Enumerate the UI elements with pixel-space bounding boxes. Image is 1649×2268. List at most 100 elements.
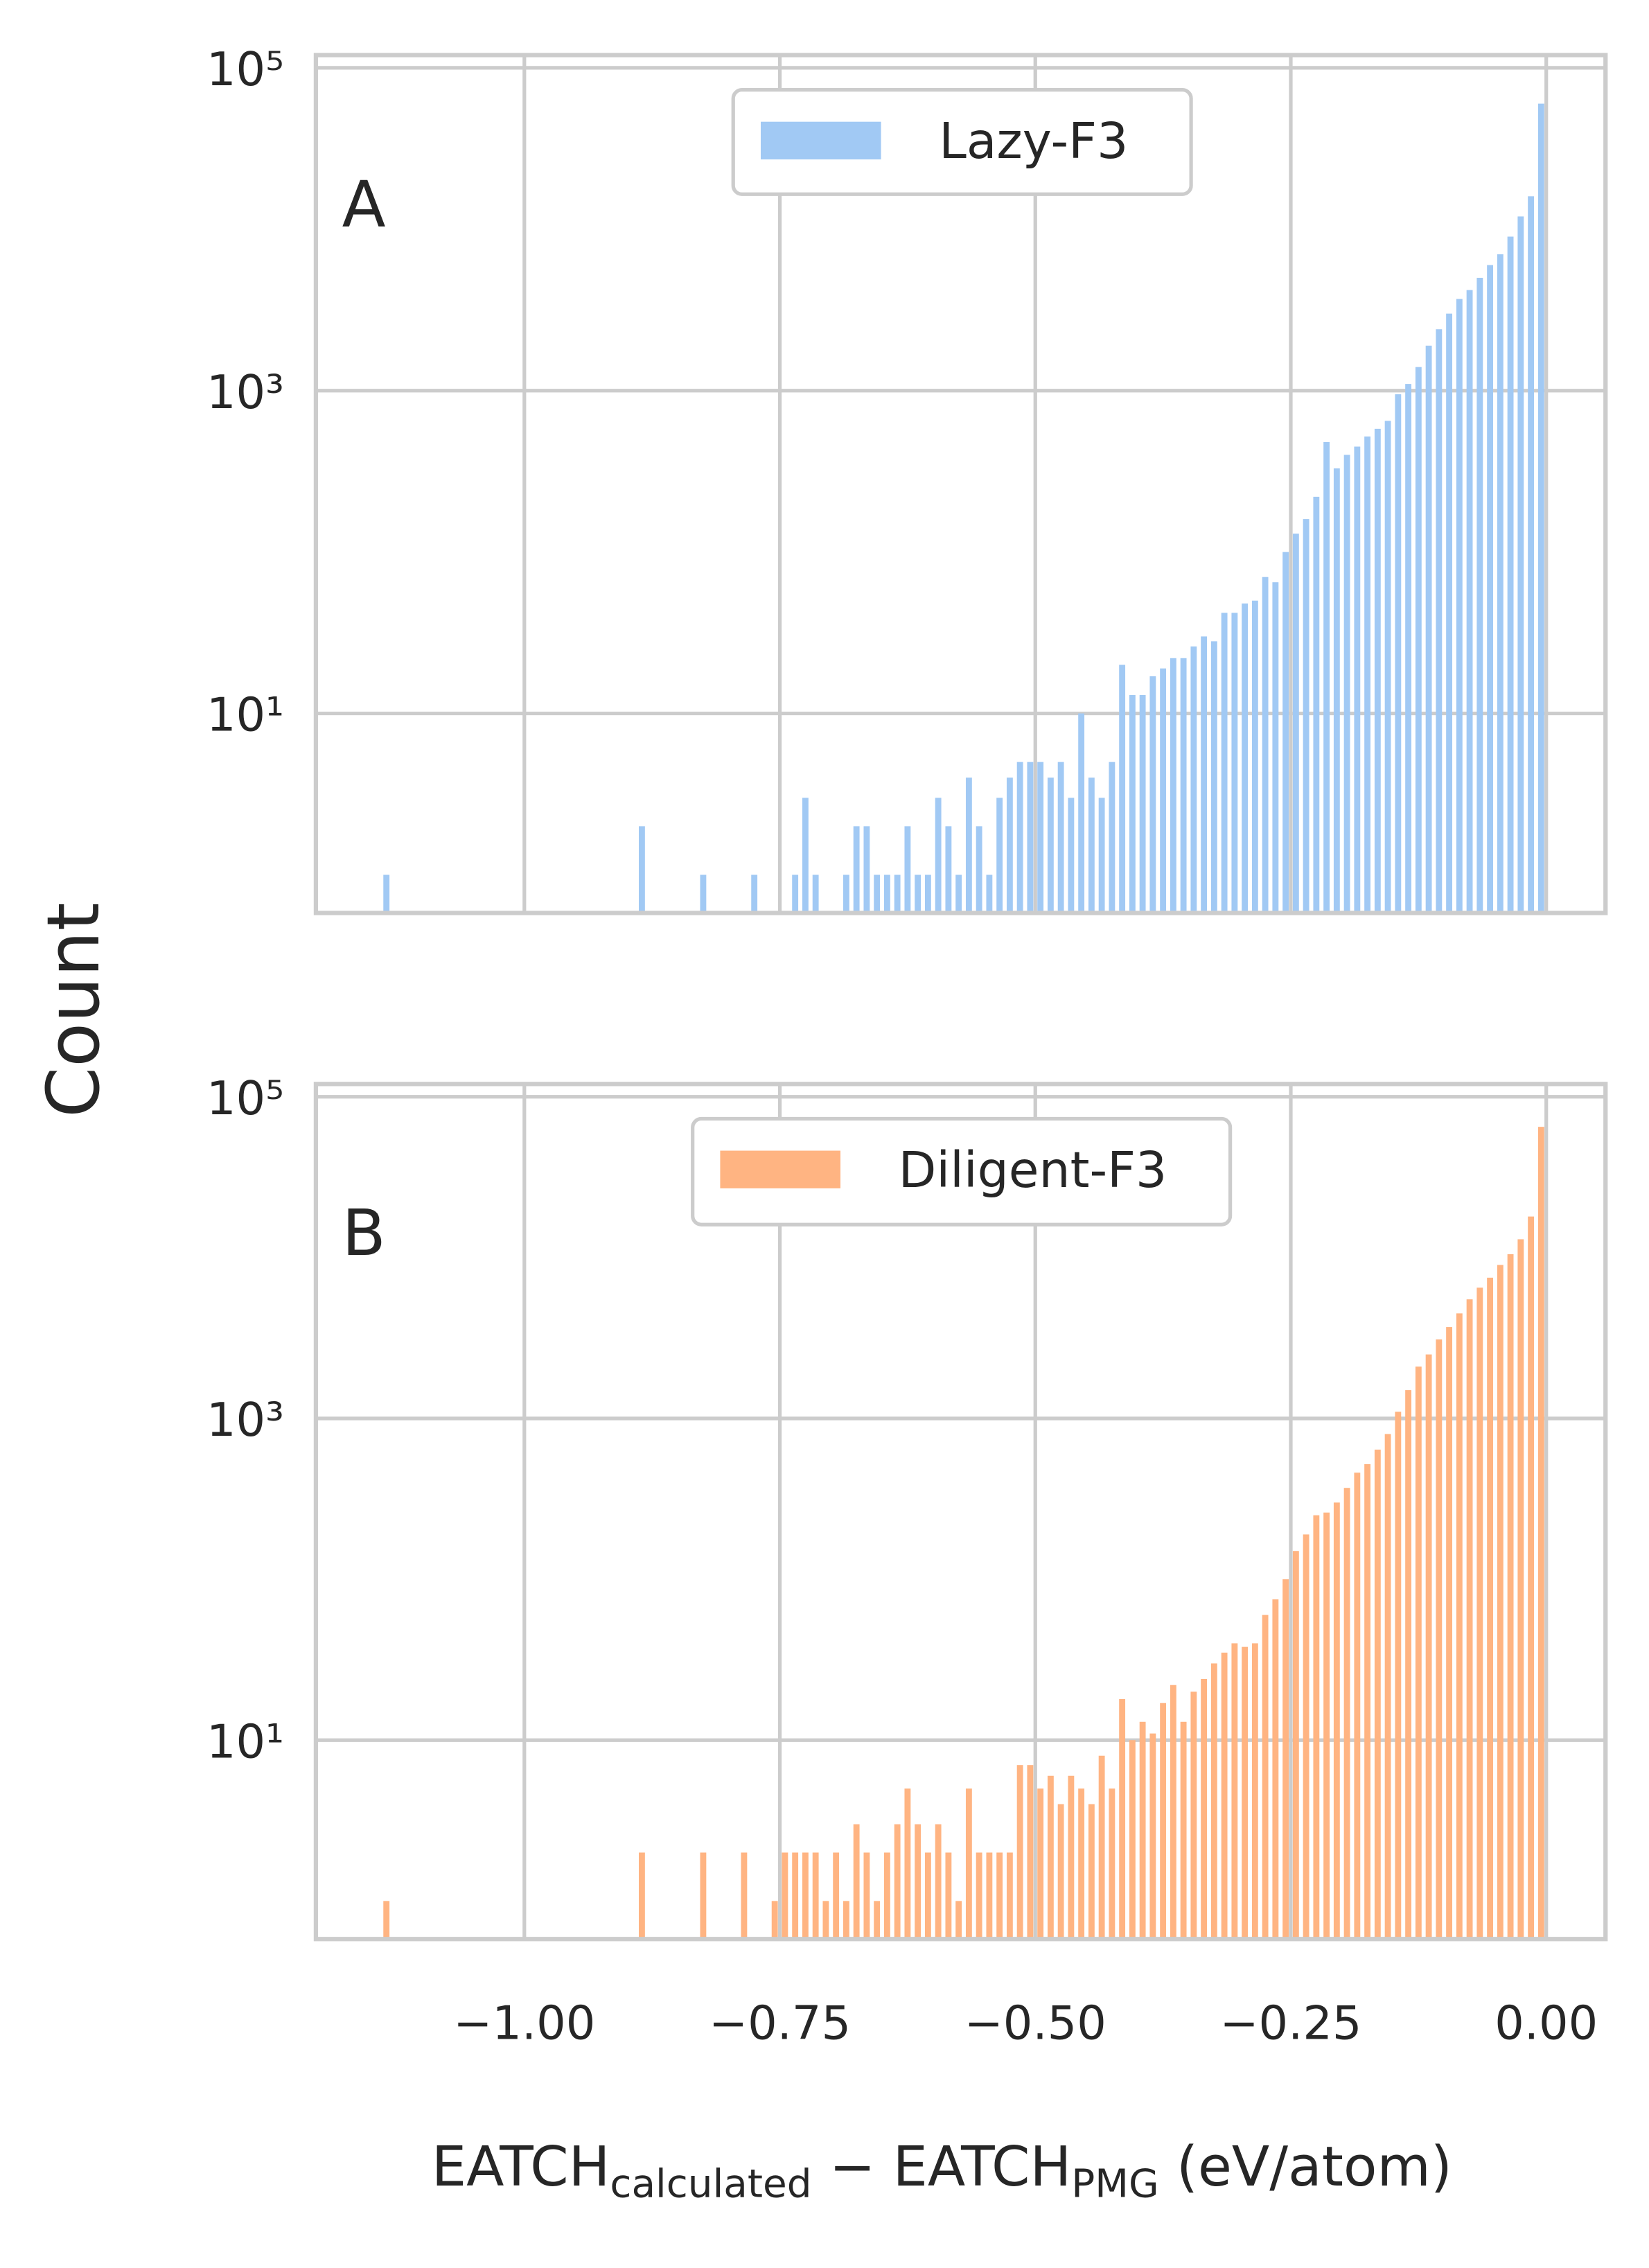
legend-label: Diligent-F3 [899,1141,1167,1199]
bar [1395,394,1402,913]
bar [1425,1354,1432,1940]
bar [1129,695,1136,913]
y-axis-label: Count [31,902,116,1117]
bar [1109,1788,1116,1940]
bar [700,874,707,913]
bar [1047,777,1054,913]
bar [1201,636,1208,913]
y-tick-label: 10¹ [206,688,284,742]
bar [1149,1733,1156,1940]
bar [904,1788,911,1940]
bar [751,874,758,913]
bar [812,1852,819,1940]
bar [1354,446,1361,913]
bar [1262,1615,1269,1940]
bar [1517,1239,1524,1940]
bar [1507,236,1514,913]
panel-letter: B [342,1196,386,1270]
bar [1210,641,1217,913]
bar [1242,1646,1249,1940]
bar [853,1824,860,1940]
bar [1292,534,1299,913]
bar [833,1852,840,1940]
x-axis-label-sub: PMG [1071,2162,1159,2207]
bar [1098,798,1105,913]
bar [1251,1643,1258,1940]
bar [383,1901,390,1940]
bar [822,1901,829,1940]
bar [1528,1216,1535,1940]
bar [955,874,962,913]
legend-swatch [720,1150,841,1188]
bar [1057,762,1064,913]
frame [313,53,1608,915]
bar [802,798,809,913]
bar [1119,665,1126,913]
bar [812,874,819,913]
bar [1109,762,1116,913]
bar [915,1824,922,1940]
bar [1098,1755,1105,1940]
legend-box [731,88,1193,196]
bar [1057,1804,1064,1940]
bar [924,1852,931,1940]
bar [1313,1515,1320,1940]
bar [1006,1852,1013,1940]
bar [945,826,952,913]
y-tick-label: 10¹ [206,1714,284,1768]
bar [894,1824,901,1940]
bar [955,1901,962,1940]
bar [996,798,1003,913]
bar [904,826,911,913]
bar [924,874,931,913]
bar [1374,428,1381,913]
bar [863,1852,870,1940]
bar [1027,1765,1034,1940]
bar [1078,1788,1085,1940]
bar [1374,1449,1381,1940]
bar [935,798,942,913]
bar [1466,1299,1473,1940]
bar [1487,265,1494,913]
y-tick-label: 10⁵ [206,42,284,96]
bar [1528,196,1535,913]
frame [313,1082,1608,1942]
bar [1272,1599,1279,1940]
bar [1037,1788,1044,1940]
bar [1119,1698,1126,1940]
bar [741,1852,748,1940]
bar [1210,1663,1217,1940]
x-tick-label: −0.75 [709,1996,851,2050]
bar [1068,798,1075,913]
bar [1139,1721,1146,1940]
bar [1262,577,1269,913]
bar [782,1852,788,1940]
bar [1456,1313,1463,1940]
bar [1170,658,1176,913]
bar [638,1852,645,1940]
bar [996,1852,1003,1940]
bar [986,874,993,913]
bar [792,1852,799,1940]
legend-label: Lazy-F3 [939,112,1128,170]
y-tick-label: 10³ [206,365,284,419]
bar [1047,1775,1054,1940]
bar [1384,1434,1391,1940]
bar [1088,777,1095,913]
y-tick-label: 10⁵ [206,1071,284,1125]
bar [945,1852,952,1940]
bar [1405,384,1412,913]
x-tick-label: −0.25 [1219,1996,1361,2050]
x-axis-label-sub: calculated [610,2162,811,2207]
bar [1027,762,1034,913]
bar [1231,1643,1238,1940]
bar [1006,777,1013,913]
bar [1190,646,1197,913]
bar [853,826,860,913]
bar [1487,1277,1494,1940]
bar [1282,1579,1289,1940]
bar [1354,1473,1361,1940]
bar [894,874,901,913]
bar [1078,713,1085,913]
bar [1221,613,1228,913]
